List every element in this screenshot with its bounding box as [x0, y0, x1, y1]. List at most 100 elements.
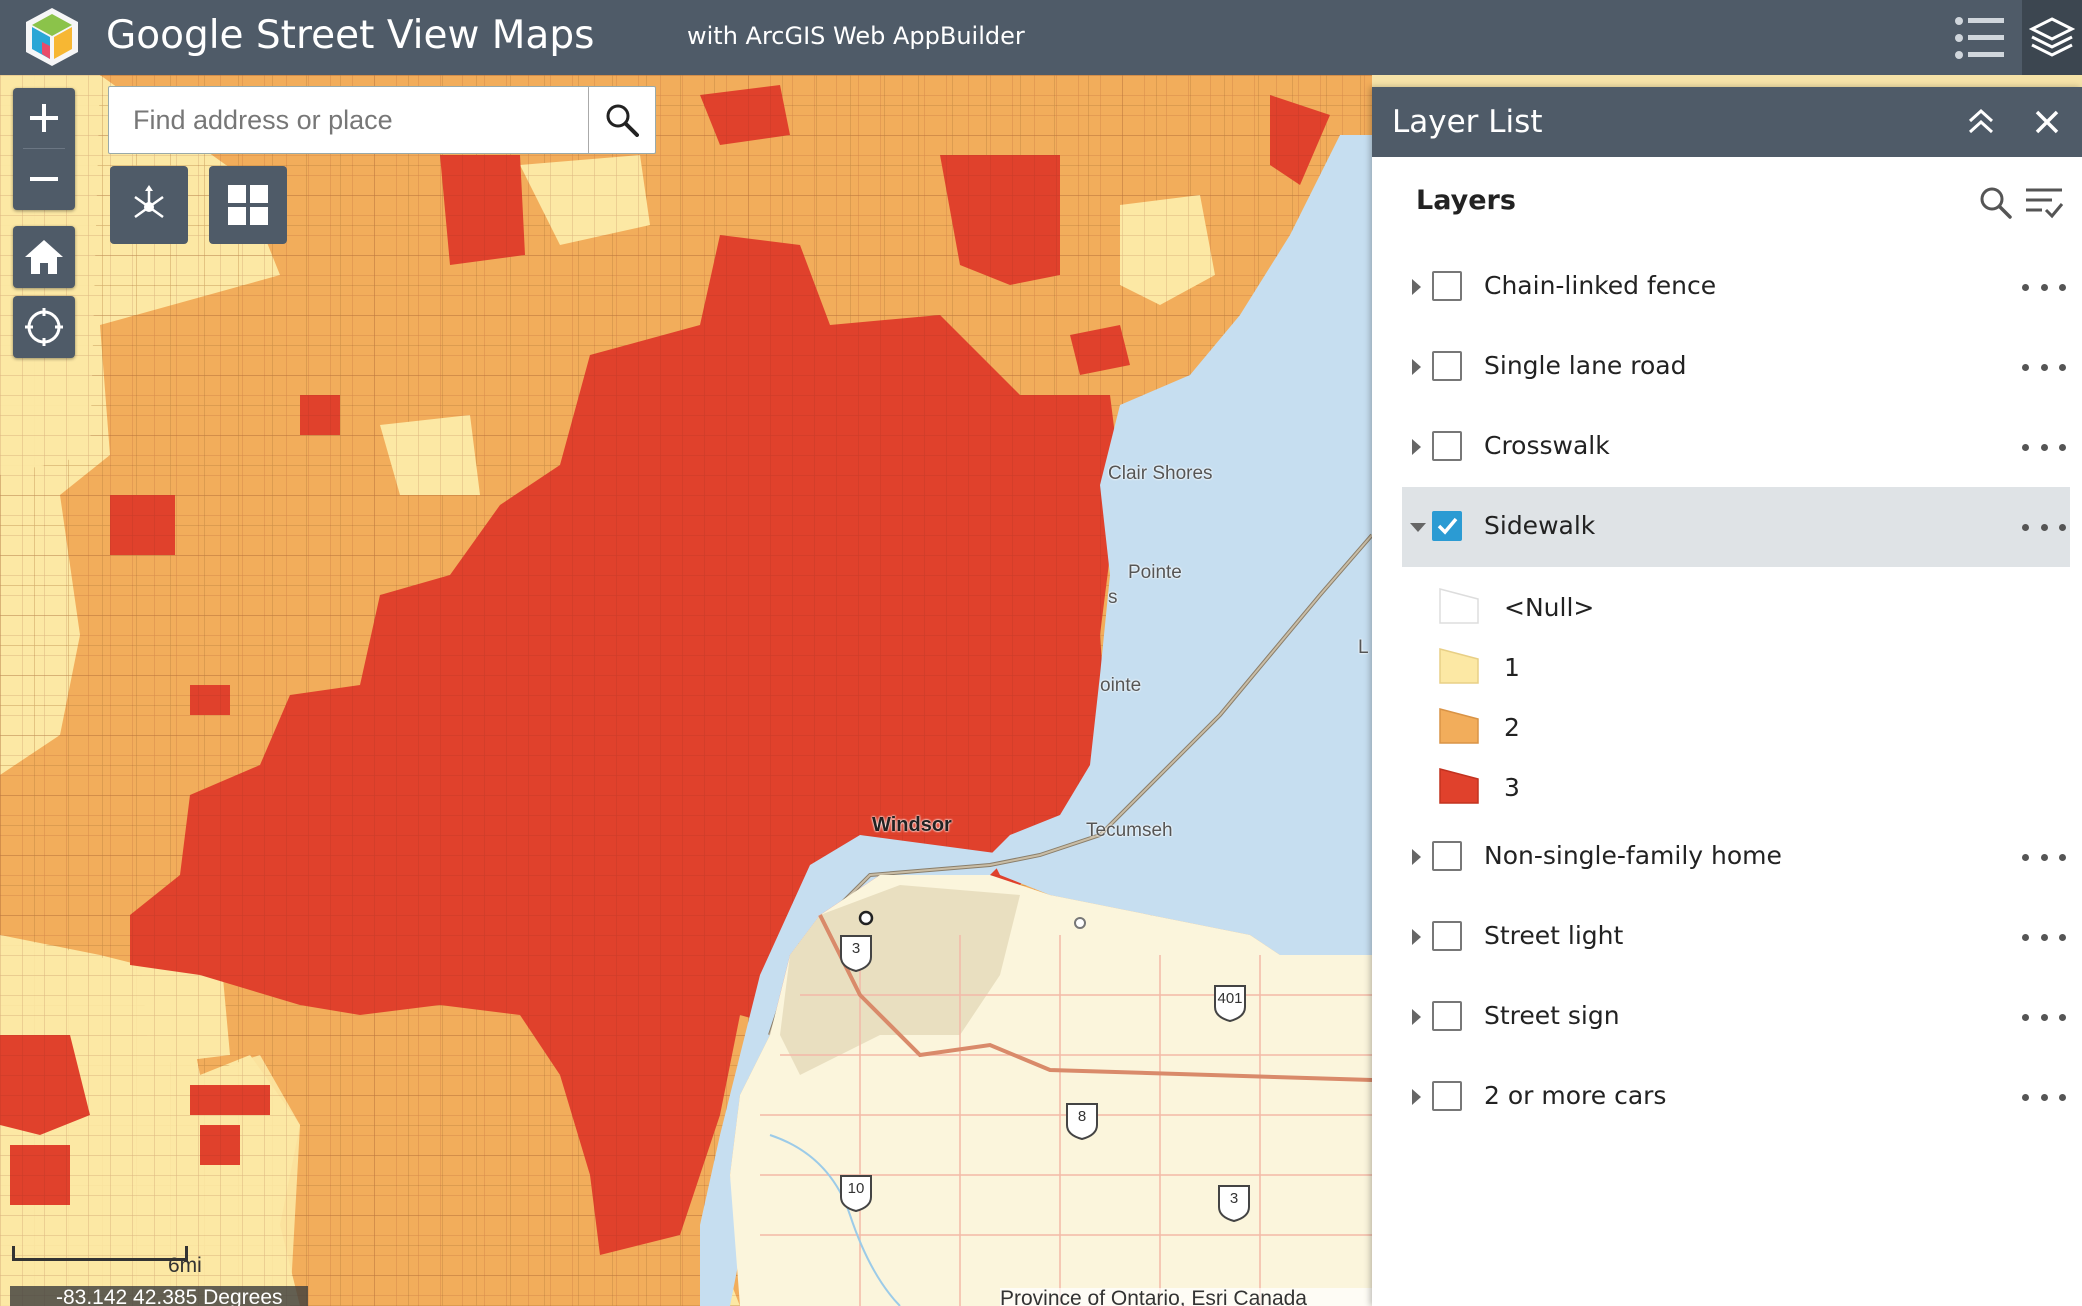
- legend-swatch: [1439, 588, 1479, 624]
- locate-icon: [25, 308, 63, 346]
- app-subtitle: with ArcGIS Web AppBuilder: [687, 22, 1025, 50]
- legend-swatch: [1439, 648, 1479, 684]
- place-label: s: [1108, 587, 1118, 608]
- home-icon: [25, 240, 63, 274]
- layer-list-panel: Layer List Layers: [1372, 87, 2082, 1306]
- layer-checkbox[interactable]: [1432, 841, 1462, 871]
- search-button[interactable]: [588, 87, 655, 153]
- layer-row-chain-linked-fence[interactable]: Chain-linked fence: [1402, 247, 2070, 327]
- search-box: [108, 86, 656, 154]
- shield-number: 3: [851, 940, 861, 957]
- panel-header: Layer List: [1372, 87, 2082, 157]
- layers-heading: Layers: [1416, 185, 1516, 216]
- share-tool-button[interactable]: [110, 166, 188, 244]
- basemap-gallery-button[interactable]: [209, 166, 287, 244]
- highway-shield-icon: 3: [838, 933, 874, 973]
- legend-label: 3: [1504, 773, 1520, 802]
- grid-icon: [228, 185, 268, 225]
- expand-arrow-icon[interactable]: [1412, 359, 1421, 375]
- choropleth-map: [0, 75, 1372, 1306]
- share-icon: [134, 185, 164, 219]
- legend-label: 2: [1504, 713, 1520, 742]
- legend-item-2: 2: [1438, 705, 1838, 751]
- search-icon: [1980, 187, 2012, 219]
- legend-item-null: <Null>: [1438, 585, 1838, 631]
- coordinate-readout[interactable]: -83.142 42.385 Degrees: [10, 1286, 308, 1306]
- close-icon: [2035, 110, 2059, 134]
- lake-water: [990, 135, 1372, 955]
- layer-options-button[interactable]: [2024, 183, 2064, 223]
- map-attribution: Province of Ontario, Esri Canada: [1000, 1288, 1372, 1306]
- close-panel-button[interactable]: [2024, 99, 2070, 145]
- legend-label: 1: [1504, 653, 1520, 682]
- checkmark-icon: [1437, 517, 1458, 535]
- place-label: Windsor: [872, 814, 952, 836]
- layer-row-non-single-family-home[interactable]: Non-single-family home: [1402, 817, 2070, 897]
- highway-shield-icon: 8: [1064, 1101, 1100, 1141]
- tecumseh-marker: [1074, 917, 1086, 929]
- more-options-icon[interactable]: [2022, 1003, 2066, 1031]
- layer-checkbox-checked[interactable]: [1432, 511, 1462, 541]
- more-options-icon[interactable]: [2022, 923, 2066, 951]
- shield-number: 401: [1217, 990, 1243, 1007]
- legend-swatch: [1439, 768, 1479, 804]
- windsor-marker: [858, 910, 874, 926]
- expand-arrow-icon[interactable]: [1412, 439, 1421, 455]
- layer-row-single-lane-road[interactable]: Single lane road: [1402, 327, 2070, 407]
- more-options-icon[interactable]: [2022, 513, 2066, 541]
- scale-label: 6mi: [168, 1254, 202, 1277]
- layers-icon[interactable]: [2022, 0, 2082, 75]
- zoom-control: [13, 88, 75, 210]
- more-options-icon[interactable]: [2022, 433, 2066, 461]
- minus-icon: [30, 177, 58, 181]
- layer-checkbox[interactable]: [1432, 431, 1462, 461]
- map-view[interactable]: Clair Shores Pointe ointe s Windsor Tecu…: [0, 75, 1372, 1306]
- list-icon[interactable]: [1940, 0, 2020, 75]
- more-options-icon[interactable]: [2022, 353, 2066, 381]
- expand-arrow-icon[interactable]: [1412, 1009, 1421, 1025]
- shield-number: 3: [1229, 1190, 1239, 1207]
- filter-list-icon: [2026, 188, 2064, 219]
- search-layers-button[interactable]: [1976, 183, 2016, 223]
- search-input[interactable]: [109, 87, 589, 153]
- collapse-panel-button[interactable]: [1958, 99, 2004, 145]
- more-options-icon[interactable]: [2022, 843, 2066, 871]
- shield-number: 8: [1077, 1108, 1087, 1125]
- layer-checkbox[interactable]: [1432, 1081, 1462, 1111]
- highway-401: [818, 914, 1372, 1082]
- layer-row-street-sign[interactable]: Street sign: [1402, 977, 2070, 1057]
- layer-label: Street sign: [1484, 1001, 1620, 1030]
- layer-row-2-or-more-cars[interactable]: 2 or more cars: [1402, 1057, 2070, 1137]
- expand-arrow-icon[interactable]: [1412, 929, 1421, 945]
- locate-button[interactable]: [13, 296, 75, 358]
- layer-checkbox[interactable]: [1432, 271, 1462, 301]
- app-logo-icon: [26, 8, 78, 66]
- layer-checkbox[interactable]: [1432, 1001, 1462, 1031]
- expand-arrow-icon[interactable]: [1412, 279, 1421, 295]
- expand-arrow-icon[interactable]: [1412, 849, 1421, 865]
- scale-bar: [12, 1246, 188, 1261]
- search-icon: [606, 104, 639, 137]
- layer-row-crosswalk[interactable]: Crosswalk: [1402, 407, 2070, 487]
- highway-shield-icon: 3: [1216, 1183, 1252, 1223]
- legend-swatch: [1439, 708, 1479, 744]
- place-label: L: [1358, 637, 1369, 658]
- expand-arrow-icon[interactable]: [1412, 1089, 1421, 1105]
- plus-icon: [30, 104, 58, 132]
- more-options-icon[interactable]: [2022, 273, 2066, 301]
- layer-label: Crosswalk: [1484, 431, 1610, 460]
- layer-label: Single lane road: [1484, 351, 1687, 380]
- legend-label: <Null>: [1504, 593, 1595, 622]
- home-button[interactable]: [13, 226, 75, 288]
- collapse-arrow-icon[interactable]: [1410, 523, 1426, 532]
- layer-row-sidewalk[interactable]: Sidewalk: [1402, 487, 2070, 567]
- more-options-icon[interactable]: [2022, 1083, 2066, 1111]
- double-chevron-up-icon: [1968, 108, 1994, 134]
- zoom-out-button[interactable]: [13, 149, 75, 209]
- zoom-in-button[interactable]: [13, 88, 75, 148]
- layer-checkbox[interactable]: [1432, 351, 1462, 381]
- layer-row-street-light[interactable]: Street light: [1402, 897, 2070, 977]
- place-label: Pointe: [1128, 562, 1182, 583]
- layer-checkbox[interactable]: [1432, 921, 1462, 951]
- highway-shield-icon: 401: [1212, 983, 1248, 1023]
